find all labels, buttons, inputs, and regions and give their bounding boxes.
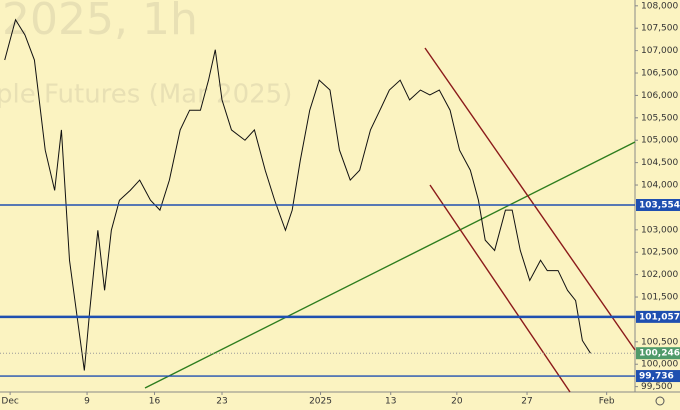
level-tag — [636, 199, 680, 212]
y-tick-label: 101,500 — [641, 293, 678, 303]
level-tag — [636, 370, 680, 383]
level-label: 103,554 — [639, 201, 680, 211]
x-tick-label: Feb — [599, 397, 615, 407]
y-tick-label: 100,000 — [641, 360, 678, 370]
x-tick-label: 27 — [521, 397, 532, 407]
trend-line — [144, 141, 636, 389]
watermark: 2025, 1h — [2, 0, 198, 45]
y-tick-label: 100,500 — [641, 337, 678, 347]
settings-icon[interactable] — [655, 396, 665, 406]
y-tick-label: 102,500 — [641, 248, 678, 258]
y-tick-label: 99,500 — [641, 382, 673, 392]
channel-line — [424, 47, 636, 351]
y-tick-label: 103,000 — [641, 225, 678, 235]
x-tick-label: 9 — [84, 397, 90, 407]
x-tick-label: 13 — [385, 397, 396, 407]
x-tick-label: 23 — [216, 397, 227, 407]
level-label: 100,246 — [639, 349, 680, 359]
level-tag — [636, 310, 680, 323]
y-tick-label: 105,500 — [641, 113, 678, 123]
level-label: 99,736 — [639, 372, 674, 382]
price-line — [4, 18, 591, 371]
channel-line — [429, 184, 571, 393]
y-tick-label: 108,000 — [641, 1, 678, 11]
x-tick-label: 2025 — [309, 397, 332, 407]
x-tick-label: Dec — [1, 397, 18, 407]
y-tick-label: 104,000 — [641, 181, 678, 191]
level-tag — [636, 347, 680, 360]
y-tick-label: 102,000 — [641, 270, 678, 280]
y-tick-label: 106,000 — [641, 91, 678, 101]
y-tick-label: 105,000 — [641, 136, 678, 146]
y-tick-label: 107,500 — [641, 24, 678, 34]
y-tick-label: 104,500 — [641, 158, 678, 168]
y-tick-label: 107,000 — [641, 46, 678, 56]
level-label: 101,057 — [639, 312, 680, 322]
x-tick-label: 16 — [149, 397, 161, 407]
y-tick-label: 106,500 — [641, 69, 678, 79]
watermark: ple Futures (Mar 2025) — [0, 80, 292, 110]
x-tick-label: 20 — [451, 397, 463, 407]
